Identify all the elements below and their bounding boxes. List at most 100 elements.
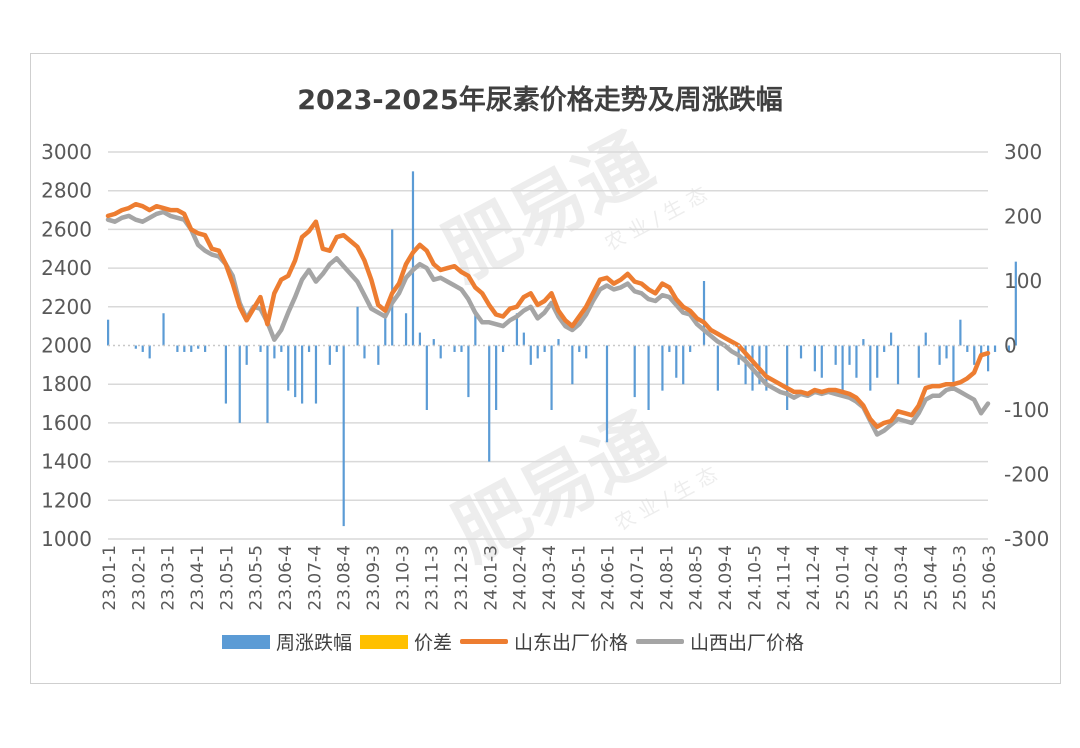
y-left-tick-label: 1600 xyxy=(41,411,92,435)
x-tick-label: 24.08-1 xyxy=(657,545,677,611)
y-left-tick-label: 2800 xyxy=(41,179,92,203)
x-tick-label: 24.10-5 xyxy=(745,545,765,611)
bar xyxy=(1007,345,1010,352)
bar xyxy=(869,345,872,391)
bar xyxy=(204,345,207,352)
bar xyxy=(889,332,893,346)
legend-swatch xyxy=(360,634,409,649)
bar xyxy=(682,345,685,385)
x-tick-label: 23.04-1 xyxy=(188,545,208,611)
bar xyxy=(924,332,927,346)
line-shandong-price xyxy=(105,201,991,430)
x-tick-label: 23.03-1 xyxy=(159,545,179,611)
x-tick-label: 24.07-1 xyxy=(628,545,648,611)
bar xyxy=(314,345,318,404)
bar xyxy=(404,313,408,346)
axes: 1000120014001600180020002200240026002800… xyxy=(41,140,1049,611)
bar xyxy=(411,171,415,346)
y-left-tick-label: 2000 xyxy=(41,334,92,358)
bar xyxy=(342,345,345,527)
bar xyxy=(536,345,539,359)
y-left-tick-label: 2400 xyxy=(41,256,92,280)
bar xyxy=(474,313,477,346)
bar xyxy=(966,345,969,352)
legend-label: 价差 xyxy=(414,632,453,654)
bar xyxy=(716,345,719,391)
bar xyxy=(280,345,283,352)
y-right-tick-label: 0 xyxy=(1004,334,1017,358)
bar xyxy=(384,313,387,346)
bar xyxy=(1014,261,1017,346)
bar xyxy=(765,345,768,391)
x-tick-label: 24.09-4 xyxy=(716,545,736,611)
bar xyxy=(973,345,976,365)
bar xyxy=(820,345,823,378)
bar xyxy=(799,345,803,359)
bar xyxy=(862,339,865,346)
x-tick-label: 23.09-3 xyxy=(364,545,384,611)
bar xyxy=(855,345,858,378)
bar xyxy=(162,313,165,346)
bar xyxy=(301,345,304,404)
bar xyxy=(190,345,193,352)
bar xyxy=(647,345,650,410)
bar xyxy=(550,345,553,410)
bar xyxy=(841,345,844,391)
bar xyxy=(425,345,428,410)
y-right-tick-label: -100 xyxy=(1004,398,1049,422)
y-left-tick-label: 1200 xyxy=(41,488,92,512)
y-right-tick-label: 200 xyxy=(1004,205,1042,229)
bar xyxy=(377,345,380,365)
x-tick-label: 25.03-4 xyxy=(892,545,912,611)
x-tick-label: 24.03-4 xyxy=(540,545,560,611)
x-tick-label: 24.08-5 xyxy=(687,545,707,611)
bar xyxy=(945,345,948,359)
x-tick-label: 24.05-1 xyxy=(569,545,589,611)
y-left-tick-label: 1800 xyxy=(41,372,92,396)
bar xyxy=(148,345,151,359)
bar xyxy=(107,319,110,346)
x-tick-label: 23.12-3 xyxy=(452,545,472,611)
bar xyxy=(488,345,491,462)
bar xyxy=(813,345,816,372)
bar xyxy=(134,345,137,349)
bar xyxy=(529,345,532,365)
bar xyxy=(432,339,435,346)
bar xyxy=(917,345,920,378)
bar xyxy=(439,345,442,359)
bar xyxy=(224,345,227,404)
bar xyxy=(980,345,983,359)
bar xyxy=(744,345,747,385)
bar xyxy=(987,345,990,372)
legend-label: 周涨跌幅 xyxy=(276,632,353,654)
bar xyxy=(661,345,664,391)
line-series xyxy=(105,201,991,437)
bar xyxy=(515,313,519,346)
bar xyxy=(238,345,241,423)
x-tick-label: 25.02-4 xyxy=(863,545,883,611)
bar xyxy=(418,332,422,346)
bar xyxy=(141,345,144,352)
bar xyxy=(557,339,560,346)
bar xyxy=(896,345,900,385)
x-tick-label: 24.12-4 xyxy=(804,545,824,611)
legend-label: 山西出厂价格 xyxy=(690,632,805,654)
bar xyxy=(335,345,338,352)
bar xyxy=(495,345,498,410)
x-tick-label: 23.02-1 xyxy=(129,545,149,611)
legend-swatch xyxy=(460,639,509,644)
y-right-tick-label: 300 xyxy=(1004,140,1042,164)
x-tick-label: 23.05-1 xyxy=(217,545,237,611)
bar xyxy=(197,345,200,349)
bar xyxy=(287,345,290,391)
bar xyxy=(605,345,609,443)
x-tick-label: 24.11-4 xyxy=(775,545,795,611)
bar xyxy=(259,345,262,352)
y-left-tick-label: 3000 xyxy=(41,140,92,164)
legend-label: 山东出厂价格 xyxy=(514,632,629,654)
bar xyxy=(307,345,311,352)
bar xyxy=(356,306,359,346)
x-tick-label: 23.01-1 xyxy=(100,545,120,611)
bar xyxy=(460,345,463,352)
